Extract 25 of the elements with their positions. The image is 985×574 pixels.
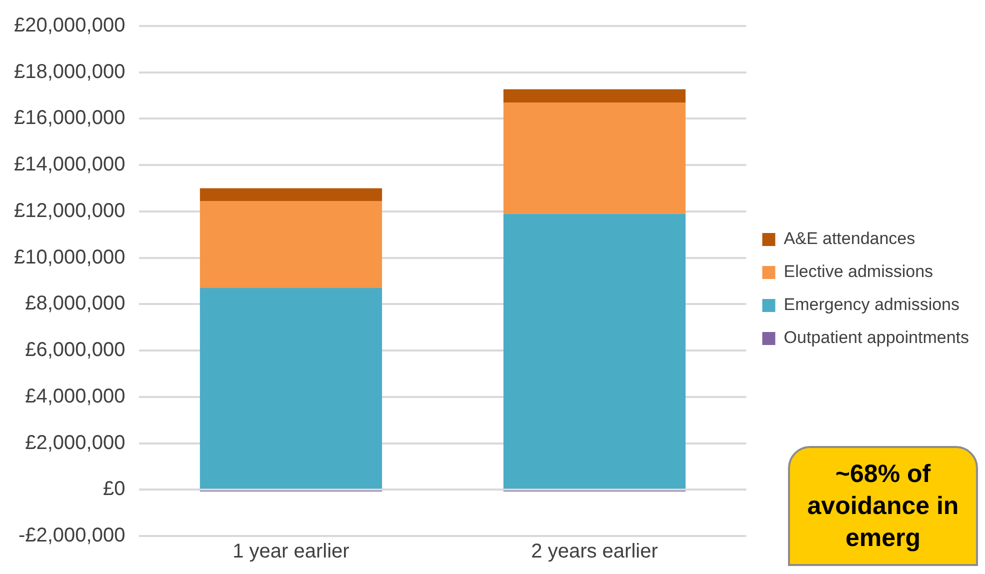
- bar: [503, 89, 686, 102]
- y-tick-label: £6,000,000: [25, 339, 126, 362]
- y-tick-label: £16,000,000: [14, 107, 126, 130]
- legend-label: A&E attendances: [784, 229, 916, 248]
- bar: [200, 288, 382, 489]
- y-tick-label: £4,000,000: [25, 385, 126, 408]
- legend-label: Emergency admissions: [784, 295, 960, 314]
- y-tick-label: £20,000,000: [14, 14, 126, 37]
- bar: [200, 201, 382, 288]
- bar: [503, 102, 686, 214]
- y-tick-label: £14,000,000: [14, 154, 126, 176]
- legend-label: Outpatient appointments: [784, 328, 969, 348]
- y-tick-label: £2,000,000: [25, 432, 126, 454]
- x-tick-label: 1 year earlier: [232, 540, 350, 563]
- y-tick-label: £8,000,000: [25, 292, 126, 315]
- y-tick-label: £10,000,000: [14, 246, 126, 268]
- y-tick-label: £18,000,000: [14, 60, 126, 83]
- y-tick-label: -£2,000,000: [18, 524, 126, 547]
- y-tick-label: £12,000,000: [14, 200, 126, 222]
- bar: [503, 214, 686, 489]
- bar: [200, 188, 382, 202]
- legend-label: Elective admissions: [784, 262, 934, 282]
- x-tick-label: 2 years earlier: [531, 540, 658, 563]
- y-tick-label: £0: [102, 478, 126, 500]
- text: ~68% of avoidance in emerg: [788, 446, 978, 566]
